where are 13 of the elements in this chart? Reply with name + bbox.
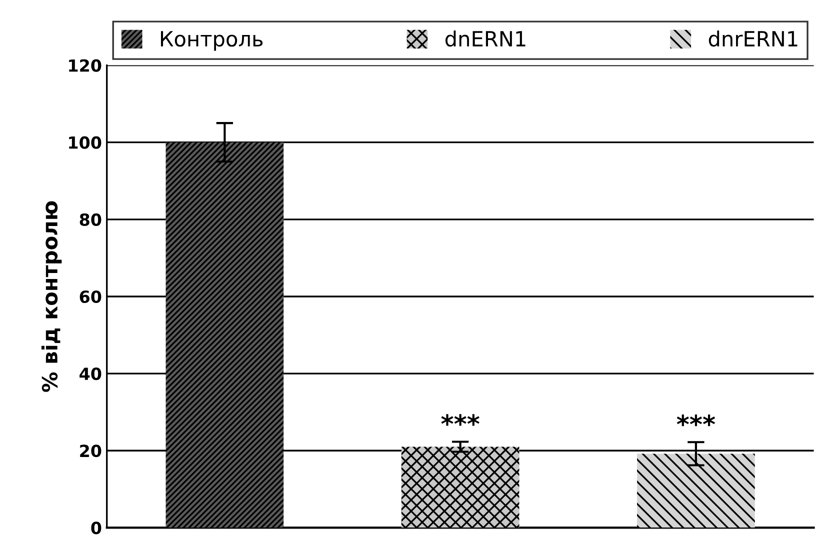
annotation: *** bbox=[676, 414, 716, 426]
y-tick-label: 20 bbox=[80, 444, 102, 458]
y-tick-label: 120 bbox=[69, 59, 102, 72]
annotation: *** bbox=[441, 414, 480, 426]
y-tick-label: 80 bbox=[80, 213, 102, 226]
y-tick-label: 0 bbox=[91, 522, 102, 534]
y-axis-title: % від контролю bbox=[41, 201, 62, 392]
y-tick-label: 100 bbox=[69, 136, 102, 149]
y-tick-label: 40 bbox=[80, 368, 102, 380]
y-tick-label: 60 bbox=[80, 290, 102, 304]
legend-label: dnrERN1 bbox=[708, 30, 798, 47]
legend-label: Контроль bbox=[160, 31, 263, 51]
legend-label: dnERN1 bbox=[445, 30, 526, 47]
